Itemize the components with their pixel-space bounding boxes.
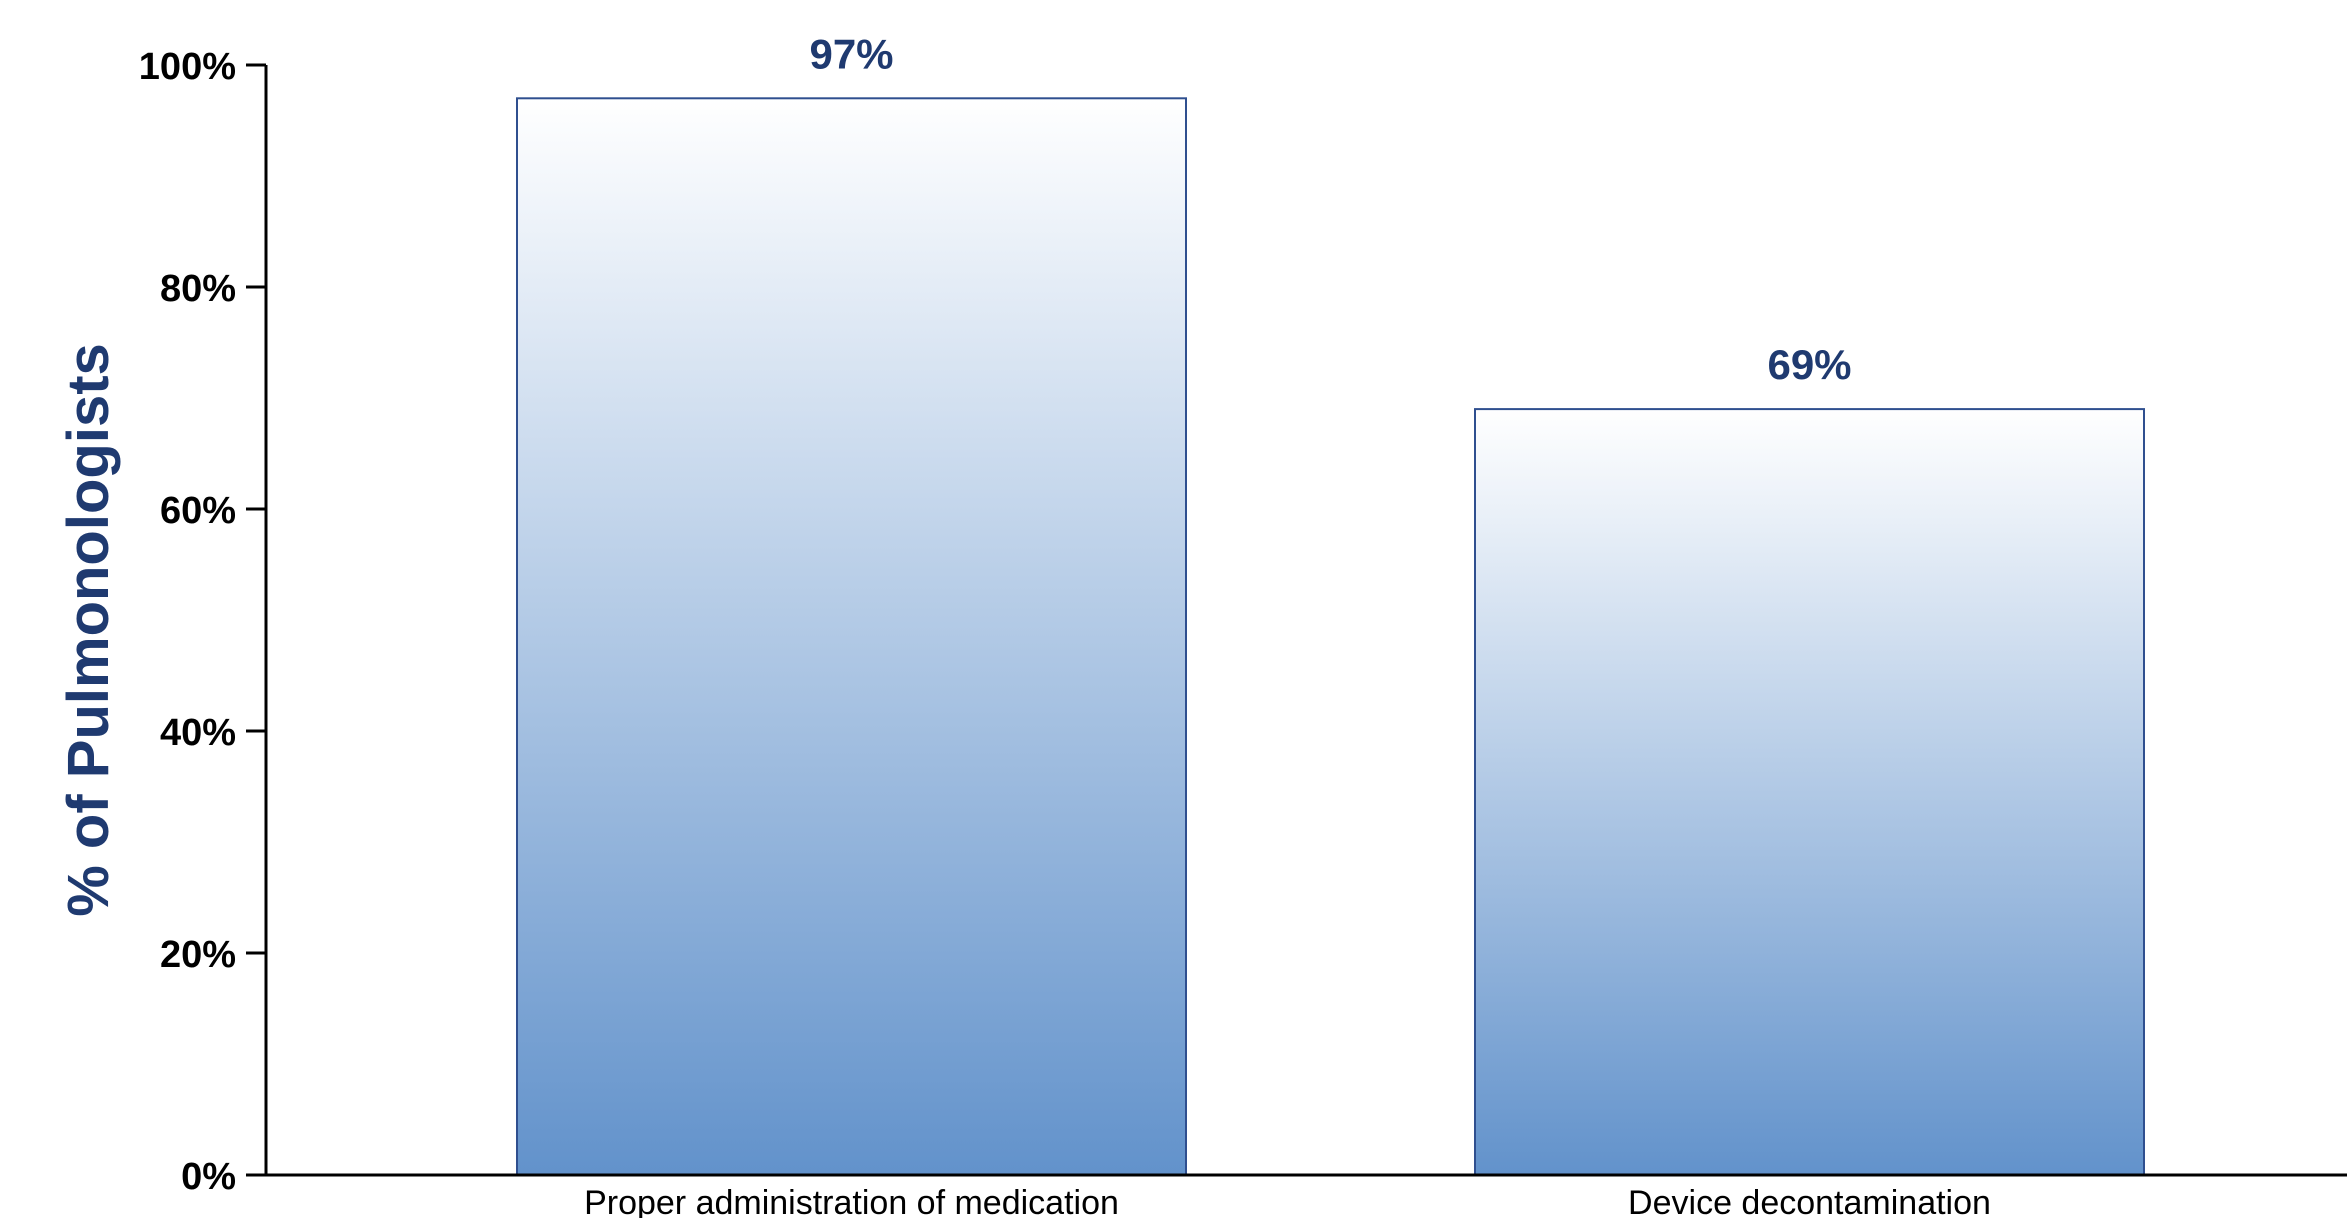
- y-tick-label-100: 100%: [139, 46, 236, 88]
- data-label-2: 69%: [1767, 341, 1851, 388]
- category-label-2: Device decontamination: [1628, 1184, 1991, 1218]
- y-tick-label-0: 0%: [181, 1156, 236, 1198]
- y-tick-label-80: 80%: [160, 268, 236, 310]
- axes-layer: [246, 63, 2347, 1177]
- labels-layer: 97% Proper administration of medication 69…: [56, 30, 1991, 1218]
- bars-layer: [516, 97, 2145, 1177]
- y-tick-label-20: 20%: [160, 934, 236, 976]
- y-tick-label-60: 60%: [160, 490, 236, 532]
- category-label-1: Proper administration of medication: [584, 1184, 1119, 1218]
- y-axis-title: % of Pulmonologists: [56, 343, 121, 917]
- y-tick-label-40: 40%: [160, 712, 236, 754]
- data-label-1: 97%: [809, 30, 893, 77]
- bar-2: [1474, 408, 2145, 1177]
- bar-1: [516, 97, 1187, 1176]
